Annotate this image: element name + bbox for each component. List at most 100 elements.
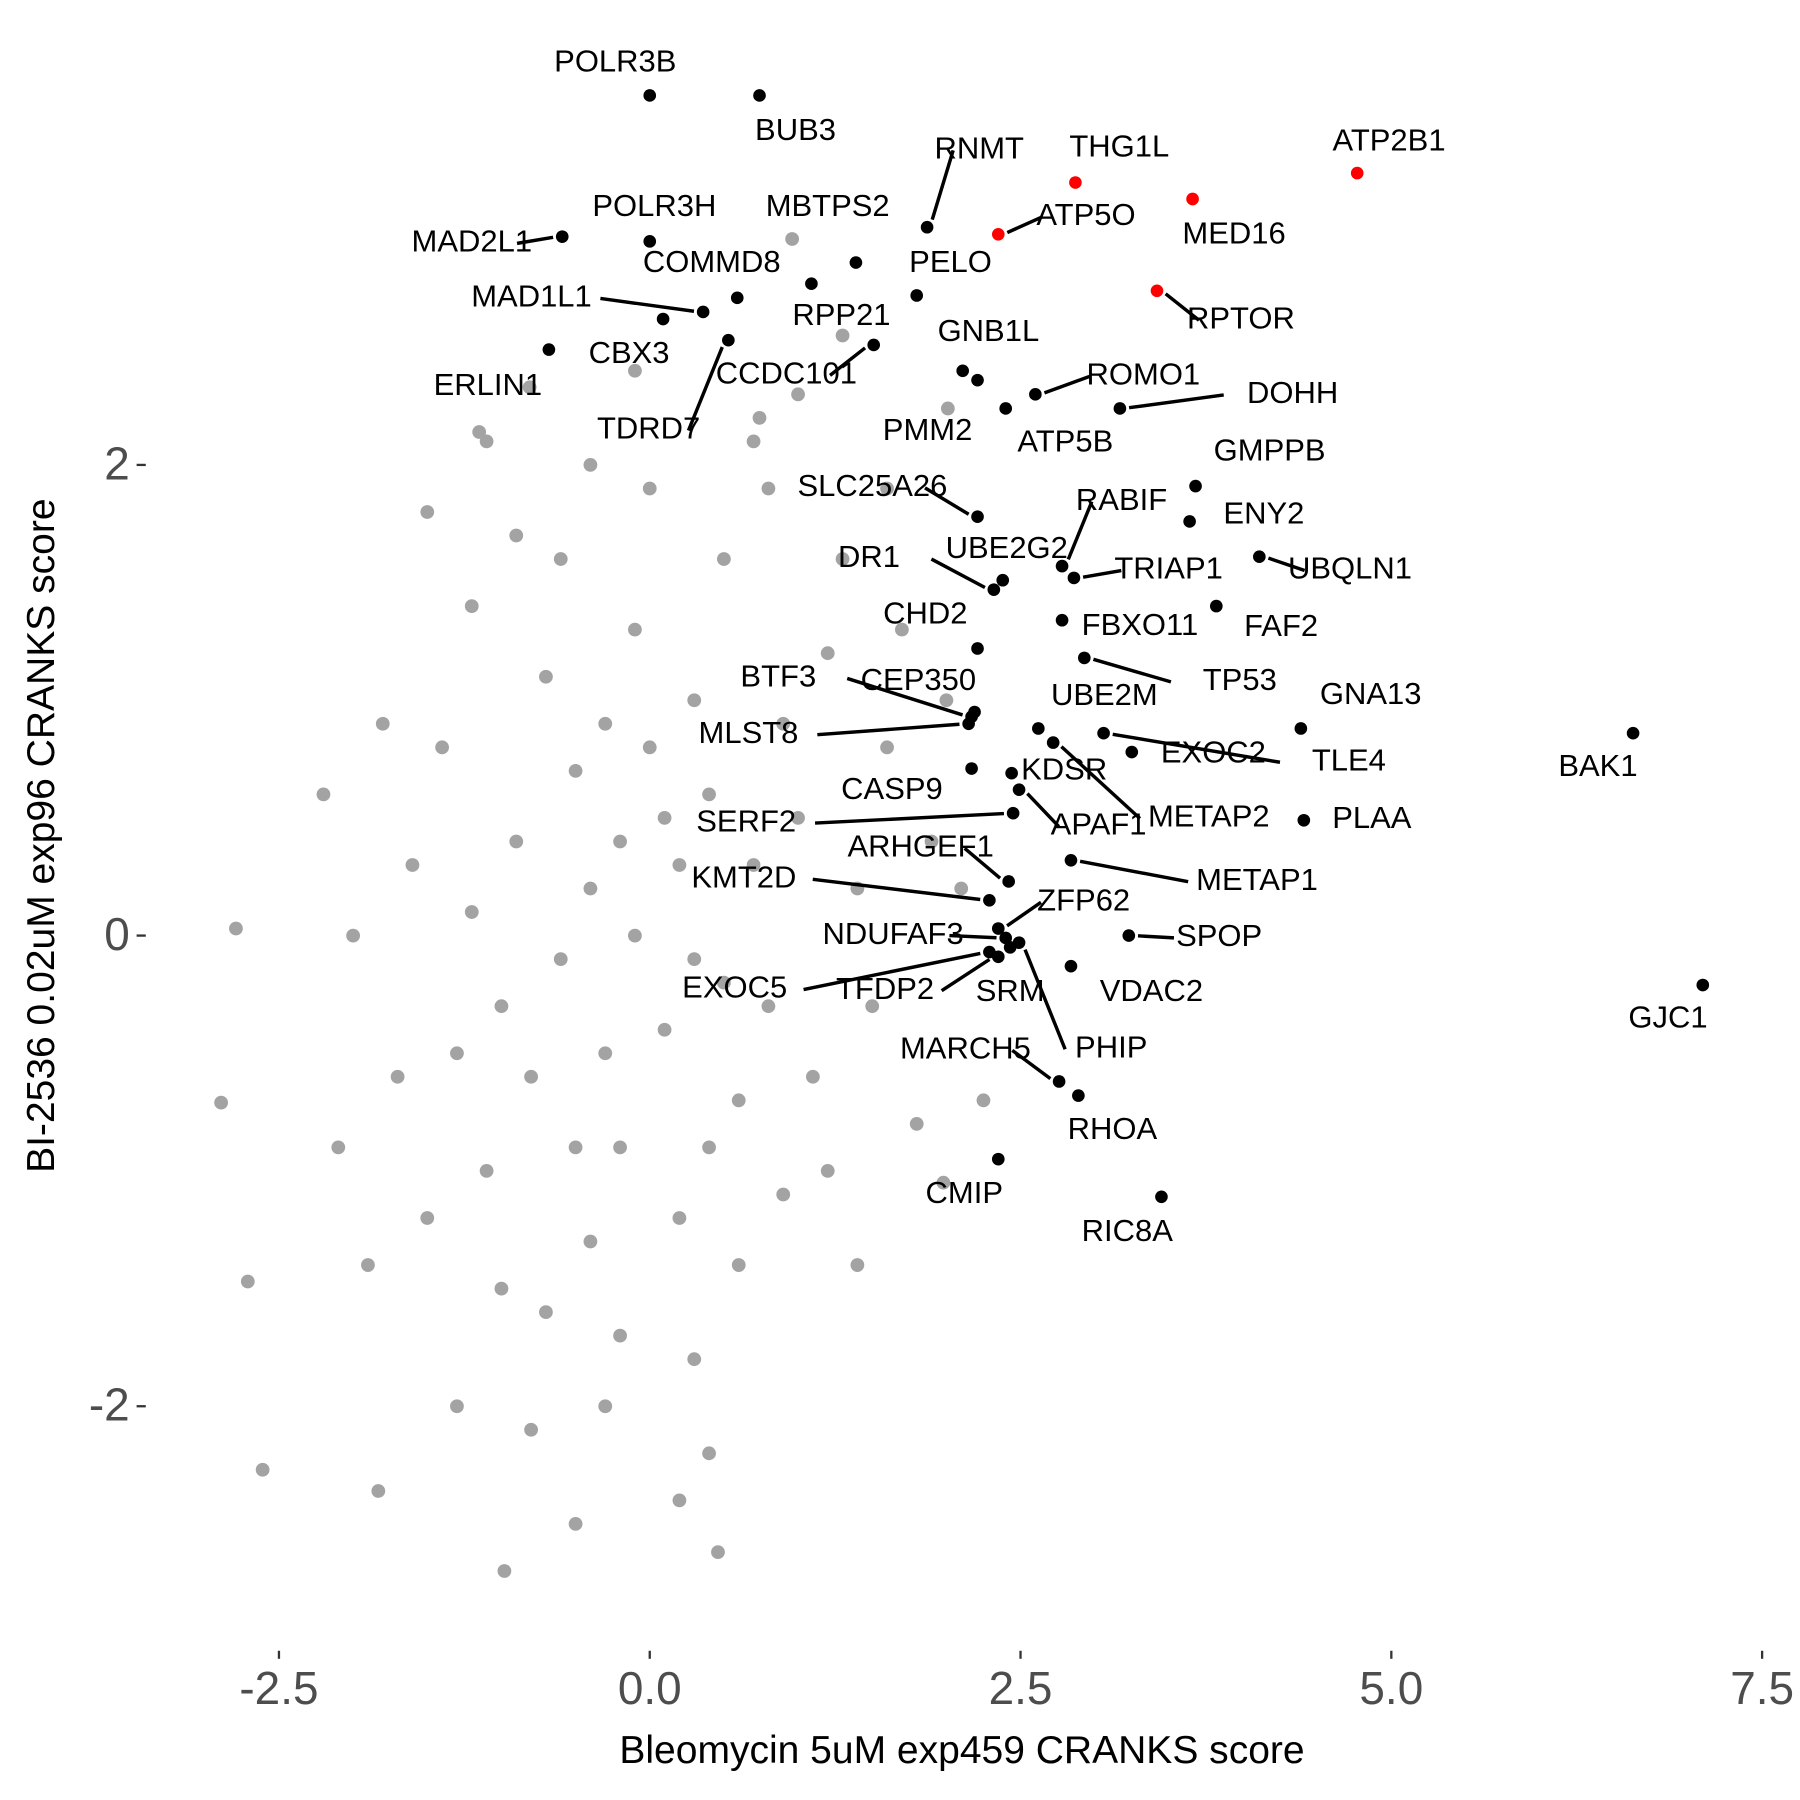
point [420,505,435,519]
point [752,410,767,425]
point [746,858,761,872]
point [613,1328,627,1343]
point [390,1069,405,1084]
point [1189,479,1202,493]
point-label: THG1L [1069,128,1169,163]
leader-line [814,811,1005,825]
point-label: ERLIN1 [434,367,543,402]
point [1350,166,1364,180]
point [991,227,1005,241]
point-label: SERF2 [696,803,796,838]
point [1294,722,1308,735]
point [583,881,598,896]
point-label: DOHH [1247,375,1338,410]
leader-line [812,877,981,902]
point [522,380,537,395]
point [987,583,1001,596]
point-label: TP53 [1203,662,1277,697]
point [628,622,642,637]
point [730,291,744,305]
point-label: CMIP [926,1175,1003,1210]
point [702,787,716,802]
point [657,1022,672,1037]
point [965,762,978,775]
point [954,881,969,896]
point-label: VDAC2 [1100,973,1203,1008]
point [702,1446,716,1461]
point [1155,1190,1168,1204]
point-label: FAF2 [1244,608,1318,643]
leader-line [1066,501,1094,561]
point [524,1422,538,1437]
y-tick-label: 2 [104,437,130,489]
point [1077,651,1091,665]
point-label: BTF3 [740,659,816,694]
point [940,401,955,416]
x-tick-label: 5.0 [1359,1662,1423,1714]
point [1122,929,1136,942]
point-label: METAP1 [1196,862,1318,897]
leader-line [516,235,554,246]
point [375,716,390,731]
point-label: METAP2 [1148,799,1270,834]
point-label: RIC8A [1082,1213,1174,1248]
point-label: CCDC101 [716,356,857,391]
point-label: ROMO1 [1087,357,1201,392]
point [850,1258,865,1272]
leader-line [1267,556,1306,573]
point [1052,1075,1066,1088]
leader-line [828,346,867,377]
leader-line [1079,859,1189,884]
point [555,230,569,243]
point [717,975,731,990]
point [657,811,672,825]
point [509,834,524,849]
point-label: MAD2L1 [412,224,533,259]
point-label: UBE2G2 [946,530,1068,565]
point [346,928,360,943]
point [806,1069,820,1084]
point [672,1211,687,1225]
point [920,220,934,234]
point [1012,936,1026,949]
point-label: POLR3H [592,188,716,223]
point [1626,726,1640,740]
point [805,277,818,291]
point [820,646,835,661]
point [494,1281,509,1296]
point [361,1258,375,1272]
point [1029,388,1042,401]
point [865,999,880,1014]
y-tick-label: 0 [104,908,130,960]
point-label: UBQLN1 [1288,551,1412,586]
point [255,1462,270,1477]
point [820,1164,835,1178]
point [687,952,702,967]
leader-line [1026,792,1061,828]
point-label: BUB3 [755,112,836,147]
point-label: DR1 [838,539,900,574]
point [494,999,509,1014]
point [643,235,657,248]
point [702,1140,716,1155]
point [553,552,568,566]
point [613,1140,627,1155]
point [539,1305,553,1320]
point [835,552,850,566]
point [331,1140,346,1155]
point-label: KMT2D [691,860,796,895]
point [464,599,479,614]
point [214,1095,228,1110]
point [687,1352,702,1367]
point [696,305,710,319]
leader-line [1092,657,1172,684]
point-label: ZFP62 [1037,882,1130,917]
point [999,402,1013,415]
leader-line [1006,900,1042,928]
point-label: TRIAP1 [1114,551,1222,586]
point [1005,766,1018,780]
point [509,528,524,543]
point [420,1211,435,1225]
